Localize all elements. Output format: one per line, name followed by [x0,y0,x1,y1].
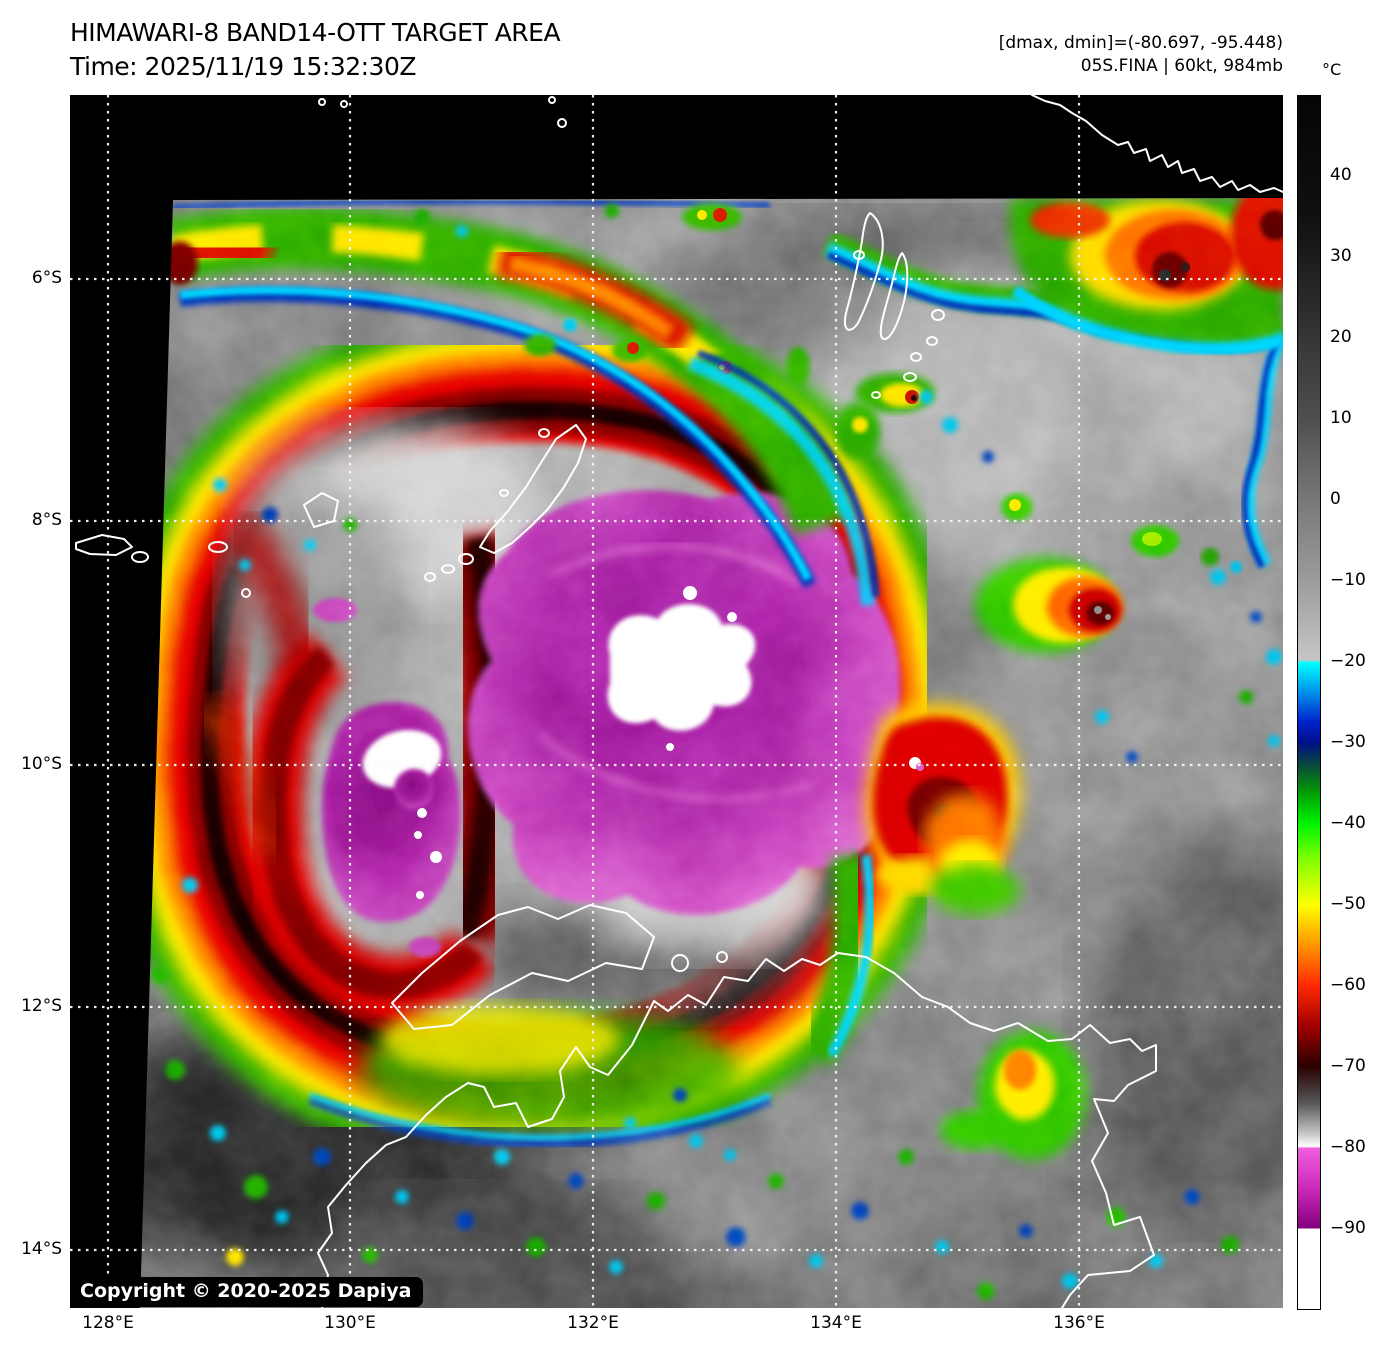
colorbar-tick-label: 0 [1330,489,1341,509]
colorbar-tick-label: −80 [1330,1137,1366,1157]
lat-tick-label: 8°S [31,510,62,530]
coastline-tanimbar [479,424,587,554]
colorbar-tick-label: 20 [1330,327,1352,347]
coastlines [75,95,1283,1308]
colorbar [1297,95,1321,1310]
coastline-kai-islands [844,212,884,331]
satellite-image [70,95,1283,1308]
colorbar-tick-label: 30 [1330,246,1352,266]
coastline-wetar [75,534,133,556]
copyright-badge: Copyright © 2020-2025 Dapiya [70,1277,424,1307]
colorbar-tick-label: −30 [1330,732,1366,752]
annotation-dmax-dmin: [dmax, dmin]=(-80.697, -95.448) [998,33,1283,53]
timestamp: Time: 2025/11/19 15:32:30Z [70,52,417,81]
annotation-storm-info: 05S.FINA | 60kt, 984mb [1080,56,1283,76]
coastline-small-islands [303,492,339,528]
colorbar-tick-label: −60 [1330,975,1366,995]
page-title: HIMAWARI-8 BAND14-OTT TARGET AREA [70,18,561,47]
lat-tick-label: 6°S [31,268,62,288]
colorbar-tick-label: −10 [1330,570,1366,590]
colorbar-tick-label: 10 [1330,408,1352,428]
colorbar-tick-label: −40 [1330,813,1366,833]
colorbar-tick-label: −20 [1330,651,1366,671]
colorbar-tick-label: 40 [1330,165,1352,185]
lon-tick-label: 132°E [567,1313,619,1333]
coastline-australia [317,952,1157,1308]
colorbar-tick-label: −50 [1330,894,1366,914]
lat-tick-label: 12°S [21,996,62,1016]
coastline-melville-island [391,904,655,1030]
satellite-art [140,198,1283,1308]
colorbar-unit: °C [1322,60,1342,79]
colorbar-tick-label: −90 [1330,1218,1366,1238]
lat-tick-label: 10°S [21,754,62,774]
colorbar-tick-label: −70 [1330,1056,1366,1076]
satellite-map [70,95,1283,1308]
lon-tick-label: 128°E [82,1313,134,1333]
coastline-new-guinea [1031,95,1283,193]
lon-tick-label: 136°E [1053,1313,1105,1333]
cloud-texture [140,198,1283,1308]
grid-lines [70,95,1283,1308]
lat-tick-label: 14°S [21,1239,62,1259]
lon-tick-label: 130°E [324,1313,376,1333]
lon-tick-label: 134°E [810,1313,862,1333]
